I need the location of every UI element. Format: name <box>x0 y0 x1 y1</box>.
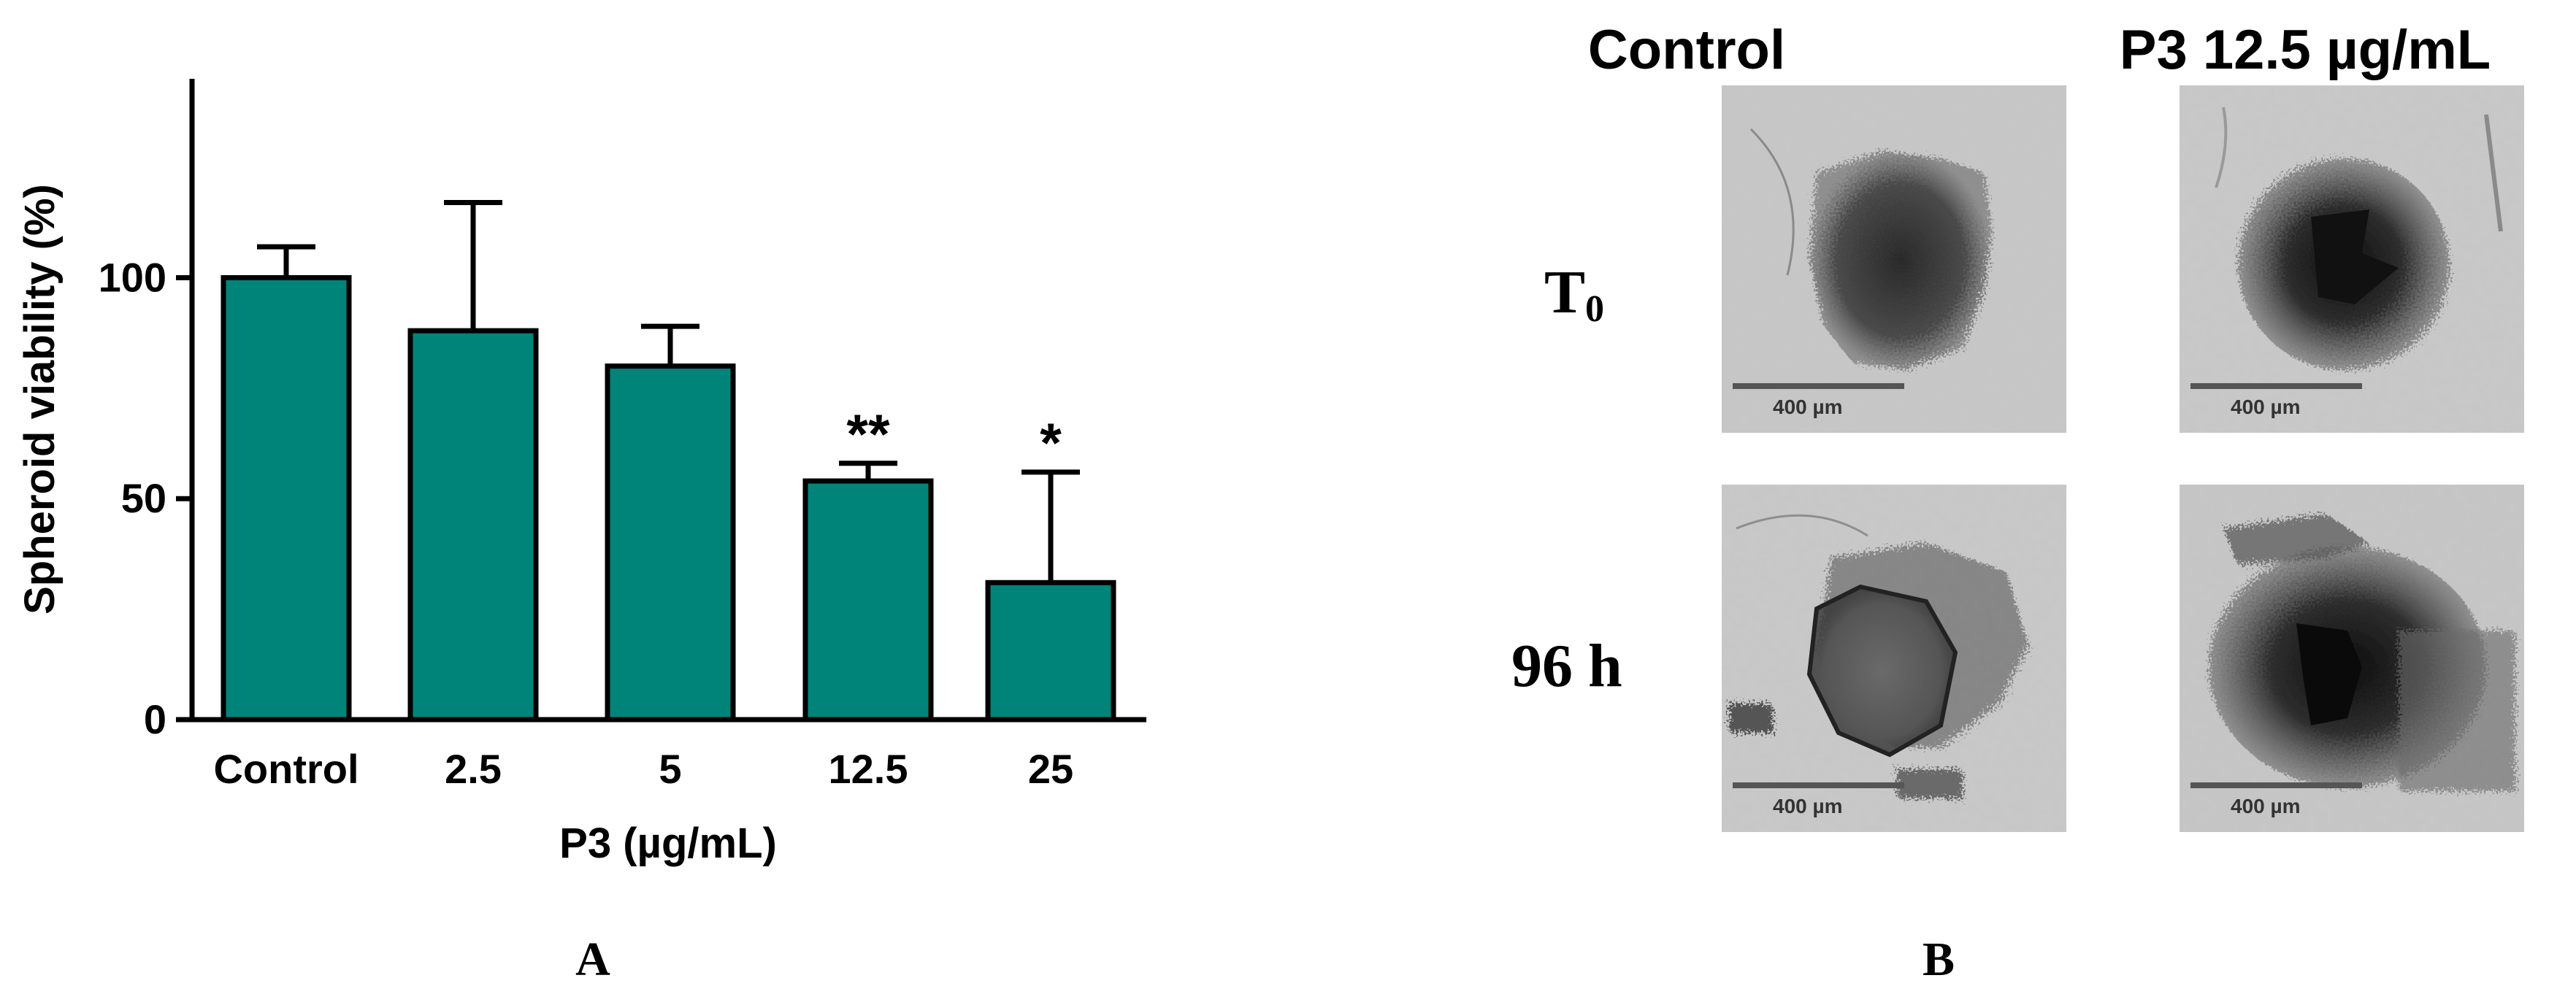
micrograph-control-96h: 400 µm <box>1722 485 2066 832</box>
y-axis-label: Spheroid viability (%) <box>16 184 64 615</box>
scale-bar-label: 400 µm <box>1773 396 1843 418</box>
column-header-p3: P3 12.5 µg/mL <box>2120 19 2491 81</box>
panel-label-a: A <box>575 933 610 986</box>
bar-2 <box>605 363 736 723</box>
x-tick-label: Control <box>213 746 359 792</box>
bar-1 <box>407 328 539 723</box>
panel-label-b: B <box>1923 933 1955 986</box>
row-label-t0-main: T <box>1544 258 1585 326</box>
x-tick-label: 5 <box>659 746 681 792</box>
bar-4 <box>985 579 1116 723</box>
y-tick-label: 0 <box>144 696 166 742</box>
x-axis-label: P3 (µg/mL) <box>559 820 777 867</box>
row-label-t0: T0 <box>1544 258 1604 330</box>
significance-marker: ** <box>846 404 890 466</box>
x-tick-label: 2.5 <box>445 746 502 792</box>
x-tick-label: 12.5 <box>829 746 908 792</box>
row-label-96h: 96 h <box>1511 632 1622 700</box>
x-tick-label: 25 <box>1028 746 1073 792</box>
micrograph-p3-t0: 400 µm <box>2180 85 2524 433</box>
y-tick-label: 50 <box>121 475 166 521</box>
micrograph-control-t0: 400 µm <box>1722 85 2066 433</box>
micrograph-p3-96h: 400 µm <box>2180 485 2524 832</box>
scale-bar-label: 400 µm <box>2231 396 2301 418</box>
significance-marker: * <box>1040 412 1062 474</box>
scale-bar-label: 400 µm <box>1773 795 1843 817</box>
scale-bar-label: 400 µm <box>2231 795 2301 817</box>
bar-0 <box>221 274 352 723</box>
significance-group: ** * <box>846 404 1062 474</box>
error-bars-group <box>257 200 1080 583</box>
y-ticks-group: 0 50 100 <box>99 254 192 742</box>
bar-3 <box>802 478 934 723</box>
column-header-control: Control <box>1588 19 1785 81</box>
x-ticks-group: Control 2.5 5 12.5 25 <box>213 746 1073 792</box>
row-label-t0-subscript: 0 <box>1585 288 1604 330</box>
micrograph-panel: Control P3 12.5 µg/mL T0 96 h 400 µm <box>1511 19 2524 832</box>
y-tick-label: 100 <box>99 254 166 300</box>
